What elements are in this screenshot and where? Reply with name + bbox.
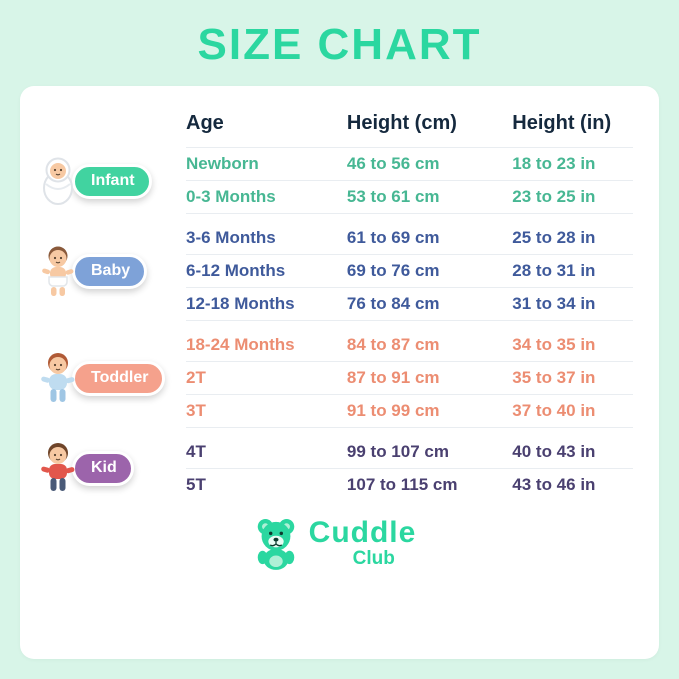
table-row: 4T 99 to 107 cm 40 to 43 in: [186, 436, 633, 469]
toddler-badge: Toddler: [34, 329, 186, 428]
group-toddler: Toddler 18-24 Months 84 to 87 cm 34 to 3…: [34, 329, 633, 428]
kid-badge: Kid: [34, 436, 186, 501]
age-cell: 6-12 Months: [186, 261, 286, 280]
page-title: SIZE CHART: [197, 20, 482, 69]
height-in-cell: 25 to 28 in: [512, 228, 596, 247]
infant-illustration: [43, 157, 73, 205]
toddler-rows: 18-24 Months 84 to 87 cm 34 to 35 in 2T …: [186, 329, 633, 428]
infant-rows: Newborn 46 to 56 cm 18 to 23 in 0-3 Mont…: [186, 148, 633, 214]
infant-badge: Infant: [34, 148, 186, 214]
table-row: 12-18 Months 76 to 84 cm 31 to 34 in: [186, 288, 633, 321]
table-row: 6-12 Months 69 to 76 cm 28 to 31 in: [186, 255, 633, 288]
table-row: 2T 87 to 91 cm 35 to 37 in: [186, 362, 633, 395]
group-baby: Baby 3-6 Months 61 to 69 cm 25 to 28 in …: [34, 222, 633, 321]
toddler-illustration: [41, 352, 75, 402]
height-cm-cell: 107 to 115 cm: [346, 475, 458, 494]
age-cell: 3T: [186, 401, 206, 420]
age-cell: 18-24 Months: [186, 335, 295, 354]
column-header-age: Age: [186, 112, 224, 134]
header-cells: Age Height (cm) Height (in): [186, 112, 633, 148]
table-row: 5T 107 to 115 cm 43 to 46 in: [186, 469, 633, 501]
brand-name: Cuddle: [308, 516, 417, 549]
size-chart-card: Age Height (cm) Height (in) Infant: [20, 86, 659, 659]
height-cm-cell: 91 to 99 cm: [346, 401, 440, 420]
teddy-bear-icon: [257, 518, 294, 570]
height-cm-cell: 99 to 107 cm: [346, 442, 449, 461]
age-cell: 12-18 Months: [186, 294, 295, 313]
column-header-height-cm: Height (cm): [346, 112, 457, 134]
kid-badge-label: Kid: [72, 451, 134, 486]
baby-badge-label: Baby: [72, 254, 148, 289]
table-row: 0-3 Months 53 to 61 cm 23 to 25 in: [186, 181, 633, 214]
age-cell: 3-6 Months: [186, 228, 276, 247]
height-cm-cell: 53 to 61 cm: [346, 187, 440, 206]
brand-logo: Cuddle Club: [34, 515, 633, 571]
group-kid: Kid 4T 99 to 107 cm 40 to 43 in 5T 107 t…: [34, 436, 633, 501]
height-cm-cell: 76 to 84 cm: [346, 294, 440, 313]
table-header-row: Age Height (cm) Height (in): [34, 112, 633, 148]
table-row: 3T 91 to 99 cm 37 to 40 in: [186, 395, 633, 428]
height-cm-cell: 87 to 91 cm: [346, 368, 440, 387]
height-cm-cell: 69 to 76 cm: [346, 261, 440, 280]
age-cell: 4T: [186, 442, 206, 461]
baby-badge: Baby: [34, 222, 186, 321]
height-in-cell: 37 to 40 in: [512, 401, 596, 420]
baby-rows: 3-6 Months 61 to 69 cm 25 to 28 in 6-12 …: [186, 222, 633, 321]
age-cell: 0-3 Months: [186, 187, 276, 206]
height-in-cell: 31 to 34 in: [512, 294, 596, 313]
age-cell: 2T: [186, 368, 206, 387]
age-cell: 5T: [186, 475, 206, 494]
toddler-badge-label: Toddler: [72, 361, 166, 396]
baby-illustration: [42, 246, 74, 296]
table-row: 18-24 Months 84 to 87 cm 34 to 35 in: [186, 329, 633, 362]
group-infant: Infant Newborn 46 to 56 cm 18 to 23 in 0…: [34, 148, 633, 214]
age-cell: Newborn: [186, 154, 259, 173]
height-in-cell: 28 to 31 in: [512, 261, 596, 280]
height-in-cell: 34 to 35 in: [512, 335, 596, 354]
height-in-cell: 23 to 25 in: [512, 187, 596, 206]
brand-subname: Club: [352, 548, 395, 569]
table-row: Newborn 46 to 56 cm 18 to 23 in: [186, 148, 633, 181]
kid-rows: 4T 99 to 107 cm 40 to 43 in 5T 107 to 11…: [186, 436, 633, 501]
kid-illustration: [41, 442, 75, 491]
infant-badge-label: Infant: [72, 163, 152, 199]
height-in-cell: 43 to 46 in: [512, 475, 596, 494]
height-in-cell: 18 to 23 in: [512, 154, 596, 173]
height-cm-cell: 61 to 69 cm: [346, 228, 440, 247]
brand-text: Cuddle Club: [309, 516, 417, 570]
height-cm-cell: 46 to 56 cm: [346, 154, 440, 173]
height-in-cell: 35 to 37 in: [512, 368, 596, 387]
height-in-cell: 40 to 43 in: [512, 442, 596, 461]
column-header-height-in: Height (in): [512, 112, 612, 134]
height-cm-cell: 84 to 87 cm: [346, 335, 440, 354]
table-row: 3-6 Months 61 to 69 cm 25 to 28 in: [186, 222, 633, 255]
